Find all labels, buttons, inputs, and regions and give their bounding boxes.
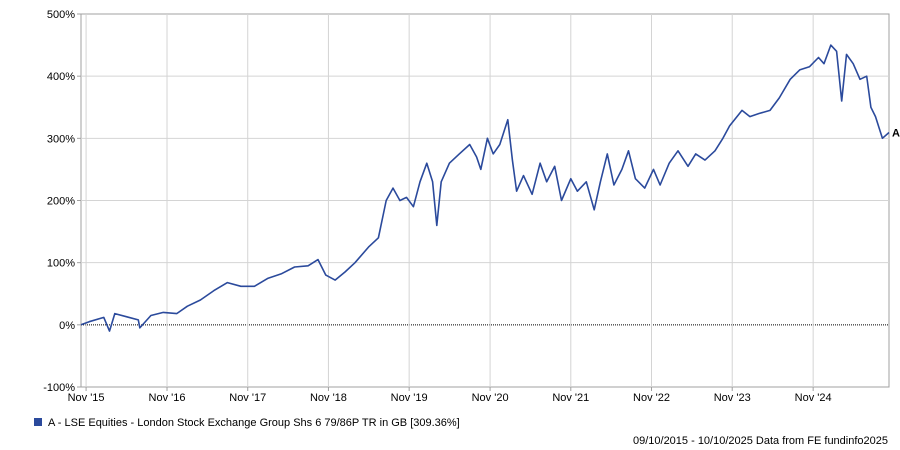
x-tick-label: Nov '18 — [310, 392, 347, 404]
legend-label: A - LSE Equities - London Stock Exchange… — [48, 417, 460, 429]
x-tick-label: Nov '23 — [714, 392, 751, 404]
x-tick-label: Nov '24 — [795, 392, 832, 404]
series-end-marker: A — [892, 128, 900, 140]
y-tick-label: 300% — [47, 133, 75, 145]
y-tick-label: 100% — [47, 258, 75, 270]
x-tick-label: Nov '20 — [472, 392, 509, 404]
y-tick-label: 500% — [47, 9, 75, 21]
x-tick-label: Nov '19 — [391, 392, 428, 404]
footer-date-range: 09/10/2015 - 10/10/2025 Data from FE fun… — [632, 435, 888, 447]
legend: A - LSE Equities - London Stock Exchange… — [34, 417, 460, 429]
legend-swatch — [34, 418, 42, 426]
x-tick-label: Nov '22 — [633, 392, 670, 404]
x-tick-label: Nov '17 — [229, 392, 266, 404]
x-tick-label: Nov '16 — [149, 392, 186, 404]
y-tick-label: 200% — [47, 196, 75, 208]
y-tick-label: 400% — [47, 71, 75, 83]
y-tick-label: 0% — [59, 320, 75, 332]
x-tick-label: Nov '15 — [68, 392, 105, 404]
y-tick-label: -100% — [43, 382, 75, 394]
x-tick-label: Nov '21 — [552, 392, 589, 404]
series-line — [80, 44, 890, 332]
